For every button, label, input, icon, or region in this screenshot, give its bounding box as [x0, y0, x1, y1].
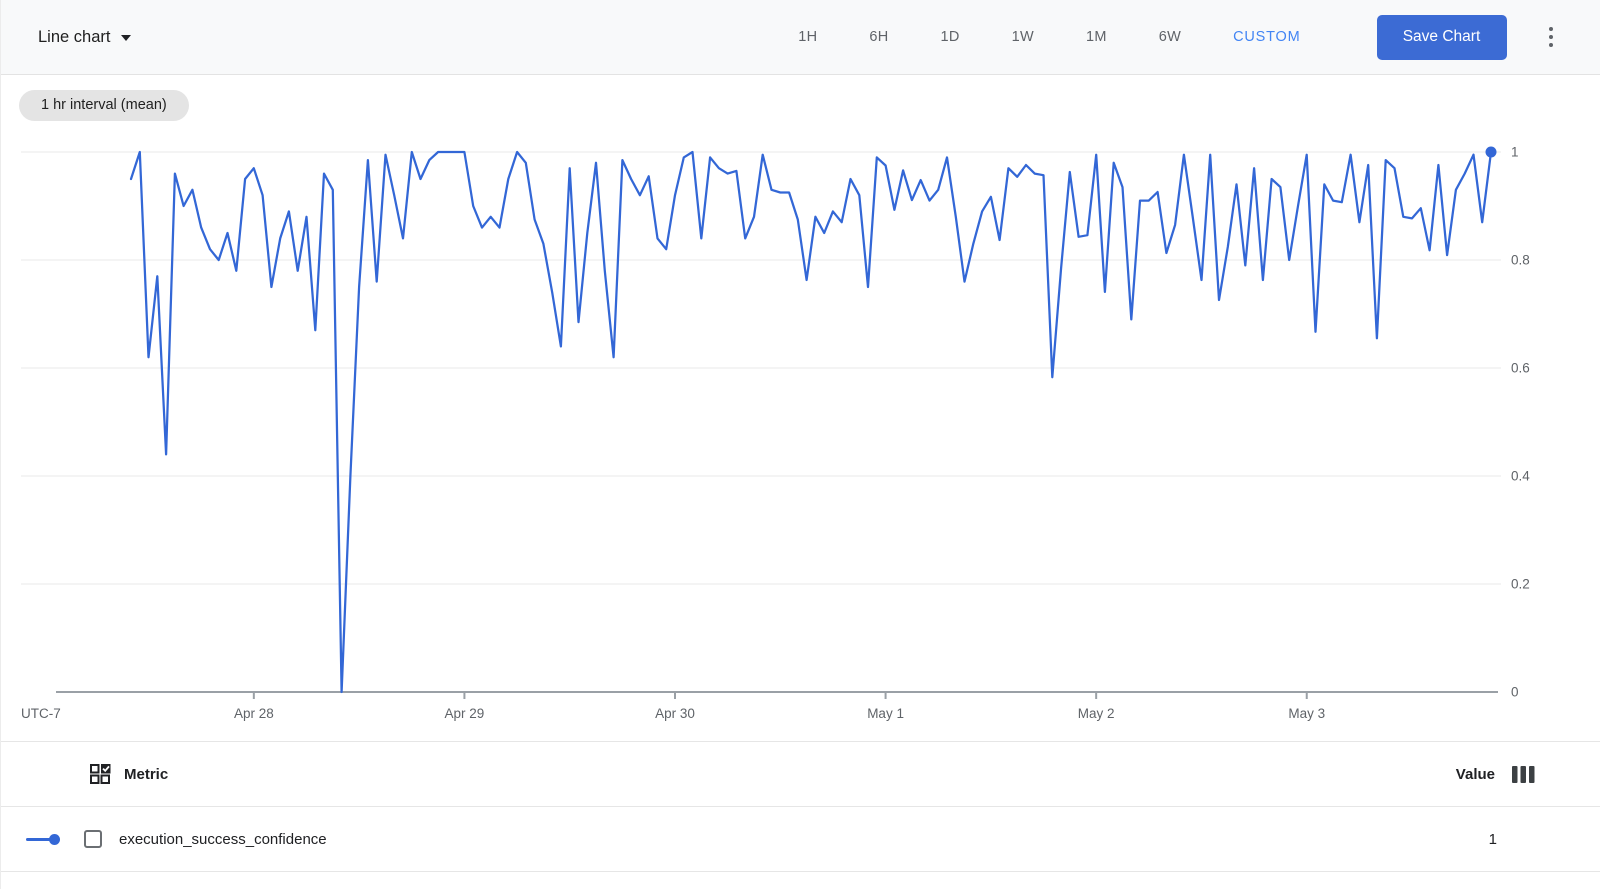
time-range-6w-button[interactable]: 6W [1133, 19, 1207, 55]
y-axis-tick-label: 0.8 [1511, 253, 1530, 268]
legend-table: Metric Value execution_success_confidenc… [1, 741, 1600, 889]
chart-header-bar: Line chart 1H 6H 1D 1W 1M 6W CUSTOM Save… [1, 0, 1600, 75]
x-axis-tick-label: Apr 29 [445, 706, 485, 721]
interval-badge[interactable]: 1 hr interval (mean) [19, 90, 189, 121]
legend-header-row: Metric Value [1, 742, 1600, 807]
time-range-custom-button[interactable]: CUSTOM [1207, 19, 1326, 55]
value-header-label: Value [1455, 765, 1495, 783]
time-range-toolbar: 1H 6H 1D 1W 1M 6W CUSTOM Save Chart [772, 14, 1558, 60]
value-header: Value [1456, 765, 1535, 784]
metric-header: Metric [89, 763, 168, 785]
more-options-icon[interactable] [1545, 23, 1558, 52]
chart-type-label: Line chart [38, 27, 111, 46]
series-color-swatch [26, 832, 60, 846]
y-axis-tick-label: 1 [1511, 145, 1519, 160]
metric-value: 1 [1488, 830, 1497, 848]
metric-checkbox[interactable] [84, 830, 102, 848]
x-axis-tick-label: Apr 28 [234, 706, 274, 721]
metric-line [129, 150, 1493, 694]
y-axis-tick-label: 0.4 [1511, 469, 1530, 484]
metric-header-label: Metric [124, 765, 169, 783]
line-chart-canvas[interactable]: 1 0.8 0.6 0.4 0.2 0 Apr 28 Apr 29 Apr 30 May 1 May… [1, 127, 1600, 741]
time-range-1d-button[interactable]: 1D [915, 19, 986, 55]
columns-icon[interactable] [1512, 765, 1535, 784]
x-axis-tick-label: Apr 30 [655, 706, 695, 721]
chart-type-dropdown[interactable]: Line chart [38, 27, 132, 47]
x-axis-tick-label: May 1 [867, 706, 904, 721]
y-axis-tick-label: 0.2 [1511, 577, 1530, 592]
x-axis-tick-label: May 2 [1078, 706, 1115, 721]
utc-offset-label: UTC-7 [21, 706, 61, 721]
time-range-1w-button[interactable]: 1W [986, 19, 1060, 55]
latest-point-marker [1485, 146, 1497, 158]
time-range-1m-button[interactable]: 1M [1060, 19, 1133, 55]
y-axis-tick-label: 0 [1511, 685, 1519, 700]
time-range-6h-button[interactable]: 6H [843, 19, 914, 55]
x-axis-tick-label: May 3 [1288, 706, 1325, 721]
chevron-down-icon [121, 35, 132, 41]
y-axis-tick-label: 0.6 [1511, 361, 1530, 376]
time-range-1h-button[interactable]: 1H [772, 19, 843, 55]
save-chart-button[interactable]: Save Chart [1376, 14, 1507, 60]
metric-name: execution_success_confidence [119, 830, 327, 848]
metric-row[interactable]: execution_success_confidence 1 [1, 807, 1600, 872]
metric-grid-icon [90, 764, 111, 784]
